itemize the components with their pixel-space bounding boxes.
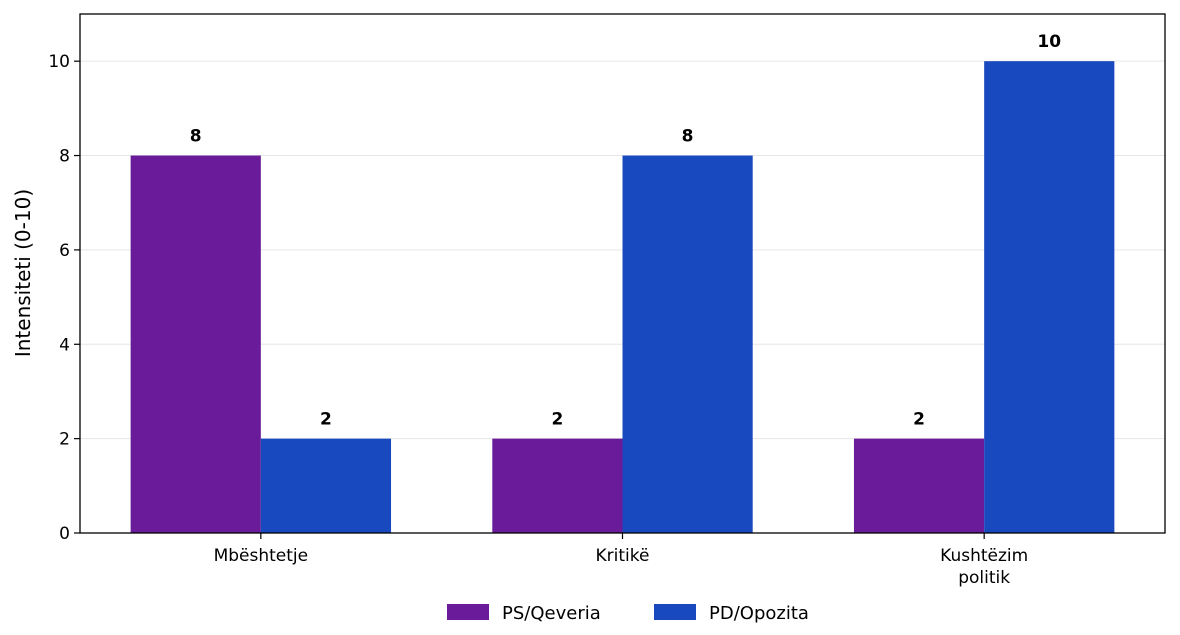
legend-label: PD/Opozita: [709, 603, 809, 624]
y-tick-label: 6: [59, 241, 70, 261]
bar-value-label: 2: [551, 410, 563, 430]
x-tick-label: politik: [958, 568, 1010, 588]
bar-value-label: 10: [1037, 32, 1061, 52]
bar-value-label: 8: [682, 127, 694, 147]
y-axis-label: Intensiteti (0-10): [11, 189, 35, 357]
bar-pd-opozita: [984, 61, 1115, 533]
y-tick-label: 4: [59, 335, 70, 355]
x-tick-label: Kritikë: [596, 546, 650, 566]
bar-ps-qeveria: [492, 438, 623, 533]
bar-pd-opozita: [260, 438, 392, 533]
bar-ps-qeveria: [853, 438, 985, 533]
x-tick-label: Kushtëzim: [940, 546, 1028, 566]
legend-label: PS/Qeveria: [502, 603, 601, 624]
y-axis-ticks: 0 2 4 6 8 10: [48, 52, 80, 544]
y-tick-label: 8: [59, 147, 70, 167]
legend-swatch: [654, 604, 696, 620]
bar-pd-opozita: [622, 155, 753, 533]
y-tick-label: 10: [48, 52, 70, 72]
y-tick-label: 2: [59, 430, 70, 450]
bar-value-label: 8: [190, 127, 202, 147]
bar-ps-qeveria: [130, 155, 261, 533]
bar-value-label: 2: [320, 410, 332, 430]
x-tick-label: Mbështetje: [214, 546, 309, 566]
legend-swatch: [447, 604, 489, 620]
y-tick-label: 0: [59, 524, 70, 544]
data-labels-group: 8 2 2 8 2 10: [190, 32, 1061, 429]
bar-value-label: 2: [913, 410, 925, 430]
bars-group: [130, 61, 1115, 533]
legend: PS/Qeveria PD/Opozita: [447, 603, 809, 624]
